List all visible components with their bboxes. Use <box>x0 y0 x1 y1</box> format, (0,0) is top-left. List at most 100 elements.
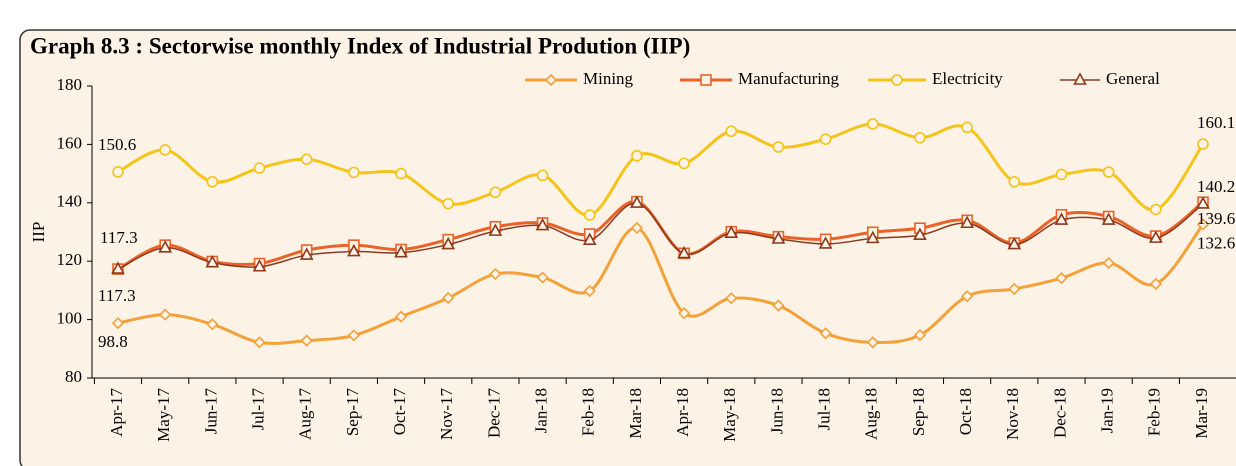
point <box>725 292 738 305</box>
point <box>394 310 408 323</box>
point <box>630 221 644 235</box>
point <box>772 141 785 153</box>
point <box>544 73 558 87</box>
x-tick-label: Jun-18 <box>767 388 786 434</box>
point <box>677 245 691 259</box>
point <box>677 307 691 320</box>
point <box>1150 203 1162 216</box>
point <box>206 175 219 188</box>
y-tick-label: 120 <box>57 250 83 269</box>
x-tick-label: Dec-18 <box>1050 388 1069 438</box>
point <box>300 153 313 166</box>
point <box>1055 272 1068 285</box>
legend-label: Mining <box>583 69 634 88</box>
data-label: 98.8 <box>98 332 128 351</box>
point <box>1102 166 1115 178</box>
point <box>1055 168 1068 181</box>
x-tick-label: Apr-17 <box>107 388 126 437</box>
point <box>299 247 314 260</box>
point <box>1101 212 1116 225</box>
y-tick-label: 140 <box>57 192 83 211</box>
point <box>772 299 785 312</box>
point <box>252 259 267 272</box>
point <box>725 125 738 138</box>
point <box>583 209 596 221</box>
point <box>442 197 455 210</box>
point <box>818 236 833 249</box>
x-tick-label: Oct-17 <box>390 388 409 436</box>
x-tick-label: Nov-17 <box>437 388 456 440</box>
y-tick-label: 80 <box>65 367 82 386</box>
point <box>1196 218 1210 231</box>
x-tick-label: Jun-17 <box>201 388 220 435</box>
data-label: 160.1 <box>1197 113 1235 132</box>
point <box>582 232 597 245</box>
point <box>1073 72 1087 85</box>
x-tick-label: Jan-19 <box>1098 388 1117 433</box>
x-tick-label: Aug-18 <box>862 388 881 440</box>
point <box>771 231 786 244</box>
x-tick-label: Mar-18 <box>626 388 645 439</box>
point <box>630 195 644 208</box>
point <box>914 131 926 144</box>
point <box>536 169 549 182</box>
point <box>678 157 690 170</box>
point <box>960 290 974 303</box>
point <box>631 149 643 162</box>
data-label: 140.2 <box>1197 177 1235 196</box>
point <box>819 327 832 340</box>
point <box>819 133 832 145</box>
y-tick-label: 180 <box>57 75 83 94</box>
point <box>535 217 550 231</box>
x-tick-label: Jul-18 <box>815 388 834 431</box>
point <box>866 336 879 349</box>
x-tick-label: May-17 <box>154 388 173 442</box>
x-tick-label: Dec-17 <box>484 388 503 439</box>
y-tick-label: 100 <box>57 309 83 328</box>
point <box>583 284 596 298</box>
point <box>395 167 407 180</box>
x-tick-label: Aug-17 <box>296 388 315 440</box>
chart-title: Graph 8.3 : Sectorwise monthly Index of … <box>30 33 690 58</box>
point <box>1149 277 1162 291</box>
point <box>347 329 361 342</box>
point <box>112 166 124 178</box>
point <box>253 162 266 174</box>
point <box>1197 138 1209 150</box>
point <box>960 215 974 229</box>
x-tick-label: Feb-19 <box>1145 388 1164 436</box>
x-tick-label: Mar-19 <box>1192 388 1211 439</box>
point <box>394 245 408 258</box>
point <box>1196 196 1210 209</box>
point <box>300 334 313 347</box>
chart-frame <box>19 29 1236 466</box>
point <box>158 240 173 253</box>
point <box>206 318 219 331</box>
x-tick-label: Sep-18 <box>909 388 928 436</box>
data-label: 117.3 <box>98 286 136 305</box>
point <box>205 254 220 268</box>
point <box>253 336 266 349</box>
data-label: 117.3 <box>100 228 138 247</box>
x-tick-label: Jul-17 <box>248 388 267 431</box>
data-label: 150.6 <box>98 135 136 154</box>
legend-label: General <box>1106 69 1160 88</box>
point <box>441 236 456 250</box>
legend-label: Electricity <box>932 69 1003 88</box>
point <box>536 271 549 284</box>
point <box>865 230 880 244</box>
x-tick-label: Feb-18 <box>579 388 598 436</box>
legend-label: Manufacturing <box>738 69 840 88</box>
point <box>913 328 927 342</box>
point <box>961 121 973 134</box>
point <box>1007 236 1022 250</box>
point <box>1008 282 1021 296</box>
point <box>159 144 171 156</box>
point <box>700 74 712 86</box>
point <box>1148 230 1163 243</box>
x-tick-label: May-18 <box>720 388 739 442</box>
data-label: 132.6 <box>1197 233 1235 252</box>
point <box>159 308 172 321</box>
point <box>866 118 879 130</box>
